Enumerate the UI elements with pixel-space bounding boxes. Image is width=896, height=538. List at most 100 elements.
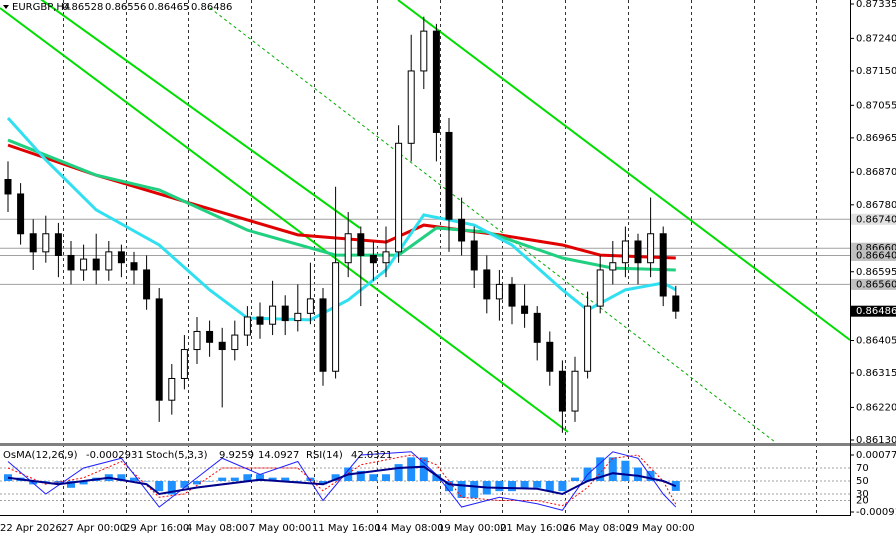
indicator-value: 9.9259: [219, 450, 254, 461]
candle-body: [218, 341, 226, 351]
candle-body: [243, 316, 251, 336]
y-tick-label: 0.86220: [856, 402, 896, 413]
osma-bar: [167, 481, 176, 495]
osma-bar: [394, 464, 403, 482]
y-tick-label: 0.86780: [856, 200, 896, 211]
indicator-value: 14.0927: [258, 450, 299, 461]
rsi-line: [7, 465, 677, 496]
candle-body: [294, 312, 302, 322]
stoch-signal: [7, 454, 677, 507]
candle-body: [407, 70, 415, 144]
candle-body: [4, 178, 12, 195]
candle-body: [508, 283, 516, 307]
osma-bar: [256, 474, 264, 482]
osma-bar: [155, 481, 164, 492]
osma-bar: [4, 474, 12, 482]
osma-bar: [142, 481, 151, 482]
osma-bar: [634, 467, 642, 482]
osma-bar: [596, 457, 605, 482]
candle-body: [130, 262, 138, 271]
indicator-value: -0.0002931: [86, 450, 144, 461]
channel-line: [40, 0, 361, 229]
menu-arrow[interactable]: [3, 5, 9, 9]
candle-body: [672, 295, 680, 312]
moving-average: [7, 143, 676, 260]
candle-body: [609, 262, 617, 271]
candle-body: [533, 312, 541, 343]
candle-body: [281, 305, 289, 322]
trend-line: [209, 7, 776, 443]
candle-body: [584, 305, 592, 372]
ohlc-close: 0.86486: [191, 2, 232, 13]
candle-body: [647, 233, 655, 264]
level-label: 0.86640: [856, 250, 896, 261]
y-tick-label: 0.86870: [856, 167, 896, 178]
osma-bar: [319, 481, 327, 485]
osma-bar: [608, 457, 617, 482]
x-tick-label: 26 May 08:00: [563, 523, 632, 534]
plot: [4, 16, 680, 511]
candle-body: [571, 370, 579, 412]
channel-line: [0, 7, 569, 433]
last-price-box: [851, 305, 896, 317]
level-label: 0.86740: [856, 214, 896, 225]
osma-bar: [281, 477, 290, 482]
osma-bar: [558, 481, 567, 492]
y-tick-label: 0.86315: [856, 368, 896, 379]
candle-body: [395, 142, 403, 253]
x-tick-label: 29 May 00:00: [626, 523, 695, 534]
osma-bar: [293, 481, 302, 482]
level-label: 0.86660: [856, 243, 896, 254]
x-tick-label: 4 May 08:00: [186, 523, 248, 534]
drawn-objects: [0, 0, 851, 443]
osma-bar: [407, 457, 416, 482]
osma-bar: [432, 474, 441, 482]
osma-bar: [205, 481, 214, 482]
y-tick-label: 0.00077: [856, 450, 896, 461]
osma-bar: [545, 481, 554, 492]
level-label-box: [851, 249, 896, 261]
osma-bar: [356, 470, 365, 482]
indicator-name: RSI(14): [306, 450, 343, 461]
osma-bar: [533, 481, 542, 488]
level-label-box: [851, 242, 896, 254]
osma-bar: [54, 481, 63, 485]
y2-tick-label: 30: [856, 489, 869, 500]
y2-tick-label: 20: [856, 496, 869, 507]
candle-body: [332, 262, 340, 372]
candle-body: [306, 298, 314, 314]
candle-body: [495, 283, 503, 300]
osma-bar: [419, 457, 428, 482]
y2-tick-label: 50: [856, 476, 869, 487]
osma-bar: [621, 460, 630, 482]
candle-body: [445, 131, 453, 220]
osma-bar: [67, 481, 75, 488]
indicator-value: 42.0321: [351, 450, 392, 461]
candle-body: [596, 269, 604, 307]
candle-body: [269, 305, 277, 325]
osma-bar: [571, 477, 579, 482]
candle-body: [357, 233, 365, 256]
osma-bar: [193, 481, 201, 485]
y-tick-label: 0.86405: [856, 335, 896, 346]
candle-body: [470, 240, 478, 271]
candle-body: [521, 305, 529, 314]
candle-body: [17, 193, 25, 235]
candle-body: [659, 233, 667, 297]
osma-bar: [268, 477, 277, 482]
x-tick-label: 7 May 00:00: [249, 523, 311, 534]
candle-body: [231, 334, 239, 351]
candle-body: [168, 377, 176, 401]
osma-bar: [520, 481, 529, 488]
x-tick-label: 11 May 16:00: [312, 523, 381, 534]
osma-bar: [243, 474, 252, 482]
osma-bar: [331, 474, 340, 482]
candle-body: [319, 298, 327, 372]
candle-body: [420, 30, 428, 72]
ohlc-low: 0.86465: [148, 2, 189, 13]
channel-line: [397, 0, 851, 341]
level-label: 0.86560: [856, 279, 896, 290]
y-tick-label: 0.87335: [856, 0, 896, 10]
candle-body: [206, 330, 214, 343]
